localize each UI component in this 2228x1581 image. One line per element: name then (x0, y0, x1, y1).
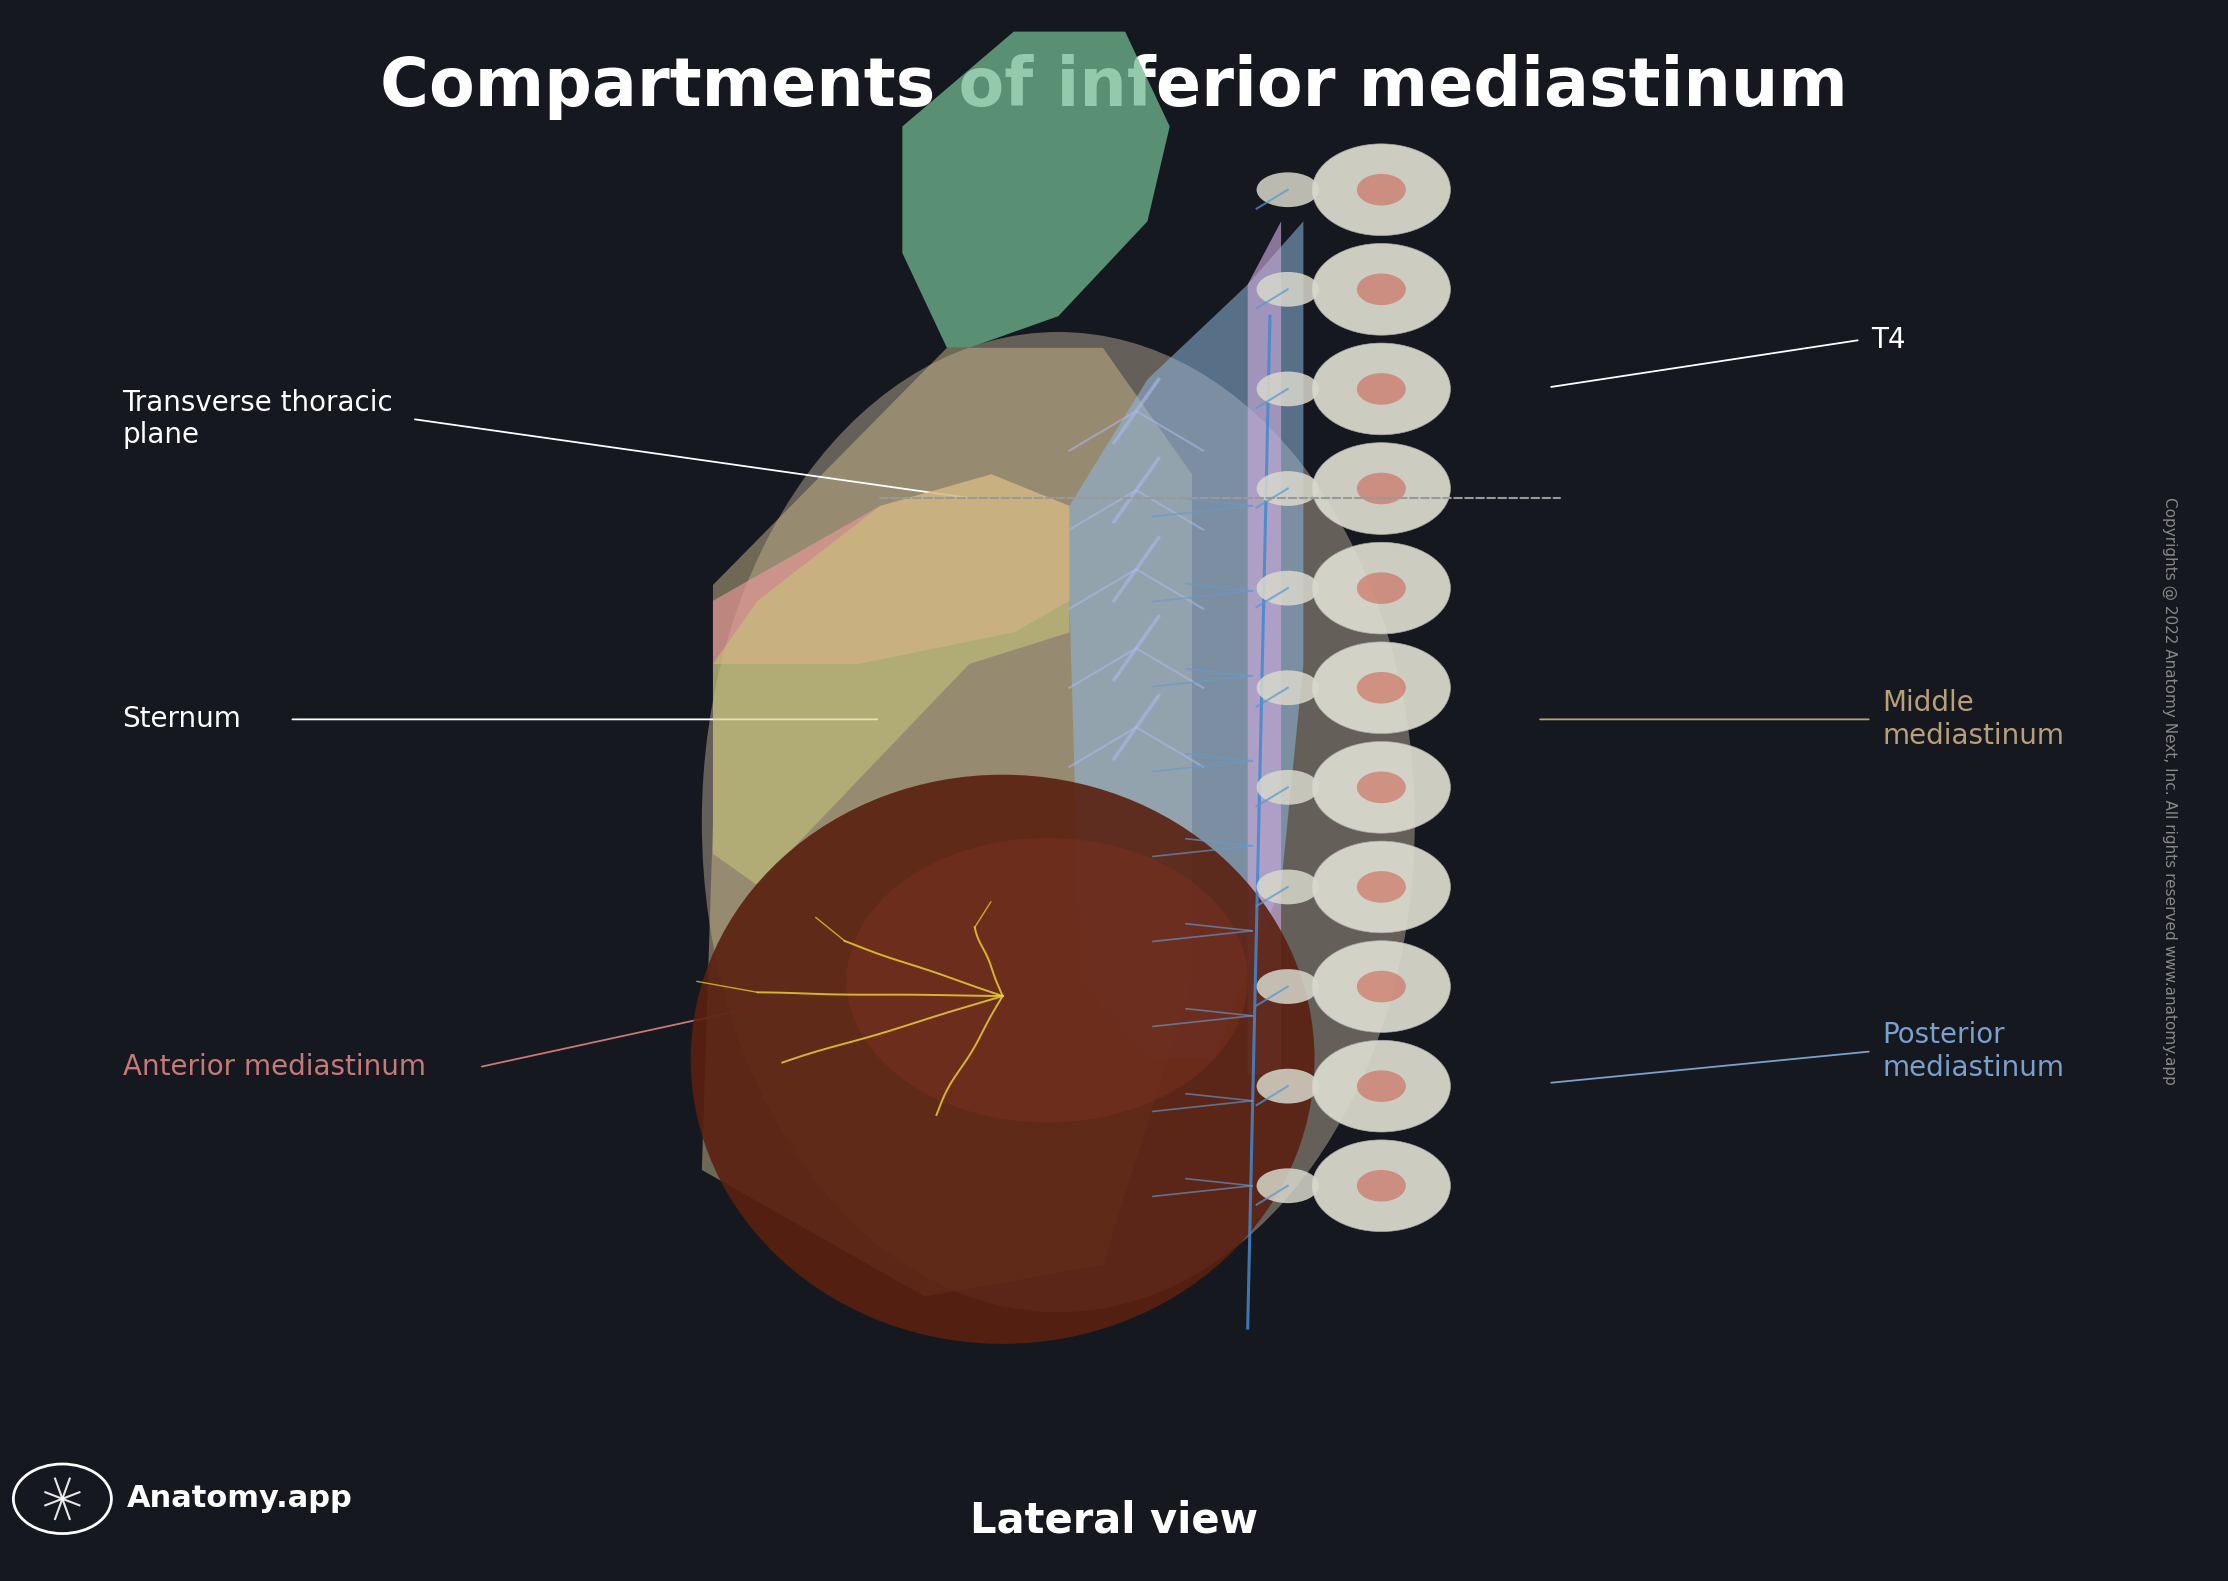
Text: T4: T4 (1872, 326, 1905, 354)
Ellipse shape (1312, 941, 1450, 1032)
Text: Posterior
mediastinum: Posterior mediastinum (1883, 1021, 2065, 1081)
Ellipse shape (1312, 1040, 1450, 1132)
Polygon shape (1248, 221, 1281, 1075)
Ellipse shape (1357, 274, 1406, 305)
Text: Transverse thoracic
plane: Transverse thoracic plane (123, 389, 394, 449)
Ellipse shape (1257, 770, 1319, 805)
Ellipse shape (1257, 372, 1319, 406)
Ellipse shape (1312, 1140, 1450, 1232)
Ellipse shape (1357, 672, 1406, 704)
Text: Anterior mediastinum: Anterior mediastinum (123, 1053, 426, 1081)
Ellipse shape (1312, 144, 1450, 236)
Ellipse shape (1312, 542, 1450, 634)
Ellipse shape (1257, 870, 1319, 904)
Text: Compartments of inferior mediastinum: Compartments of inferior mediastinum (381, 54, 1847, 120)
Ellipse shape (702, 332, 1415, 1312)
Ellipse shape (1257, 471, 1319, 506)
Ellipse shape (1257, 670, 1319, 705)
Text: Lateral view: Lateral view (969, 1500, 1259, 1541)
Polygon shape (902, 32, 1170, 348)
Ellipse shape (847, 838, 1248, 1123)
Text: Anatomy.app: Anatomy.app (127, 1485, 352, 1513)
Ellipse shape (1357, 971, 1406, 1002)
Ellipse shape (1257, 272, 1319, 307)
Text: Middle
mediastinum: Middle mediastinum (1883, 689, 2065, 749)
Ellipse shape (1357, 1170, 1406, 1202)
Ellipse shape (691, 775, 1315, 1344)
Polygon shape (702, 348, 1192, 1296)
Ellipse shape (1312, 741, 1450, 833)
Ellipse shape (1257, 172, 1319, 207)
Ellipse shape (1257, 1069, 1319, 1104)
Ellipse shape (1357, 572, 1406, 604)
Ellipse shape (1357, 473, 1406, 504)
Ellipse shape (1357, 871, 1406, 903)
Polygon shape (713, 474, 1069, 885)
Ellipse shape (1257, 969, 1319, 1004)
Ellipse shape (1357, 174, 1406, 206)
Ellipse shape (1312, 642, 1450, 734)
Ellipse shape (1312, 443, 1450, 534)
Text: Copyrights @ 2022 Anatomy Next, Inc. All rights reserved www.anatomy.app: Copyrights @ 2022 Anatomy Next, Inc. All… (2163, 496, 2177, 1085)
Ellipse shape (1357, 373, 1406, 405)
Polygon shape (713, 474, 1069, 664)
Ellipse shape (1312, 841, 1450, 933)
Polygon shape (1069, 221, 1303, 1059)
Ellipse shape (1357, 772, 1406, 803)
Text: Sternum: Sternum (123, 705, 241, 734)
Ellipse shape (1312, 243, 1450, 335)
Ellipse shape (1257, 1168, 1319, 1203)
Ellipse shape (1257, 571, 1319, 606)
Ellipse shape (1357, 1070, 1406, 1102)
Ellipse shape (1312, 343, 1450, 435)
